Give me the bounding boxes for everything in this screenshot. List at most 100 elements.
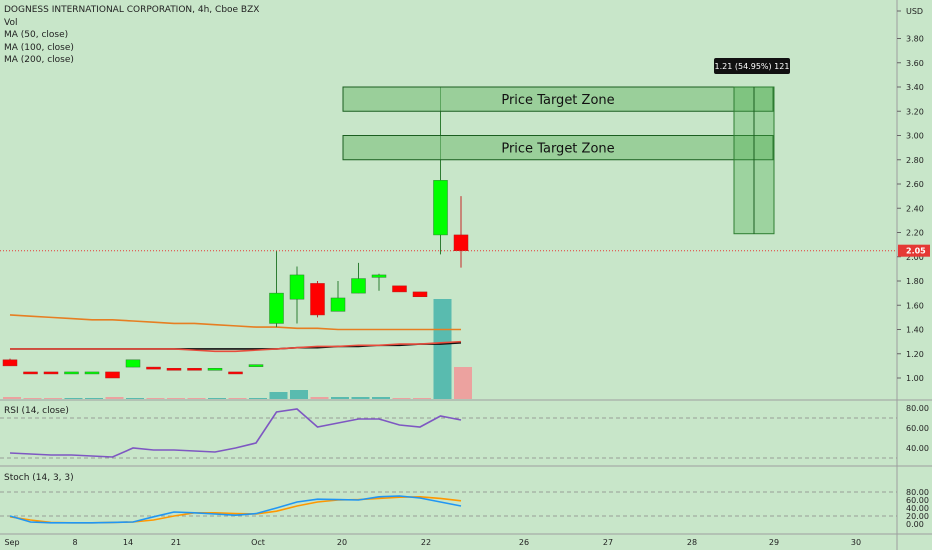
measure-label: 1.21 (54.95%) 121 [715,62,790,71]
time-axis-label: Oct [251,538,265,547]
chart-legend: DOGNESS INTERNATIONAL CORPORATION, 4h, C… [4,4,259,67]
price-target-zone [342,86,774,112]
candle-body [146,366,161,370]
price-tick-label: 2.00 [906,253,924,262]
price-tick-label: 3.60 [906,59,924,68]
candle-body [392,285,407,293]
price-tick-label: 2.40 [906,204,924,213]
price-target-zone-label: Price Target Zone [501,142,614,157]
measure-badge [714,58,790,74]
price-tick-label: 2.80 [906,156,924,165]
candle-body [248,364,264,367]
candle-body [2,359,18,367]
rsi-tick-label: 60.00 [906,424,929,433]
stoch-label[interactable]: Stoch (14, 3, 3) [4,473,74,483]
candle-body [187,368,202,371]
candle-body [166,368,182,371]
stoch-tick-label: 20.00 [906,512,929,521]
candle-body [433,180,448,236]
stoch-k-line [9,495,462,524]
volume-bar [187,398,206,399]
volume-bar [372,397,390,399]
volume-bar [269,392,288,399]
candle-body [23,371,38,375]
volume-bar [85,398,103,399]
candle-body [207,368,223,371]
candle-body [351,278,366,294]
volume-bar [392,398,411,399]
candle-body [105,371,120,379]
price-tick-label: 1.00 [906,374,924,383]
candle-body [330,297,346,312]
rsi-label[interactable]: RSI (14, close) [4,406,69,416]
time-axis-label: 8 [72,538,77,547]
time-axis-label: 28 [687,538,697,547]
time-axis-label: 30 [851,538,861,547]
price-tick-label: 1.60 [906,301,924,310]
candle-body [310,283,325,316]
time-axis-label: 20 [337,538,347,547]
price-tick-label: 3.40 [906,83,924,92]
symbol-title: DOGNESS INTERNATIONAL CORPORATION, 4h, C… [4,5,260,15]
volume-bar [413,398,431,399]
price-tick-label: 3.80 [906,35,924,44]
time-axis-label: 21 [171,538,181,547]
candle-body [84,371,100,375]
stoch-d-line [9,495,462,524]
volume-bar [310,397,329,399]
price-tick-label: 2.60 [906,180,924,189]
rsi-tick-label: 40.00 [906,444,929,453]
stoch-tick-label: 40.00 [906,504,929,513]
time-axis-label: 14 [123,538,133,547]
price-tick-label: 1.20 [906,350,924,359]
volume-bar [126,398,144,399]
volume-bar [208,398,226,399]
legend-ma50[interactable]: MA (50, close) [4,30,69,40]
time-axis-label: 22 [421,538,431,547]
candle-body [289,274,305,300]
stoch-tick-label: 60.00 [906,496,929,505]
rsi-line [9,408,462,458]
volume-bar [23,398,42,399]
time-axis-label: Sep [4,538,19,547]
volume-bar [228,398,247,399]
volume-bar [44,398,62,399]
ma50-line [10,340,462,353]
stoch-tick-label: 0.00 [906,520,924,529]
ma100-line [9,314,461,331]
volume-bar [3,397,21,399]
candle-body [269,292,284,324]
price-tick-label: 2.20 [906,229,924,238]
volume-bar [351,397,370,399]
legend-vol[interactable]: Vol [4,17,18,28]
time-axis-label: 29 [769,538,779,547]
volume-bar [146,398,165,399]
stoch-tick-label: 80.00 [906,488,929,497]
legend-ma200[interactable]: MA (200, close) [4,55,74,65]
volume-bar [454,367,472,399]
volume-bar [167,398,185,399]
time-axis-label: 26 [519,538,529,547]
candle-body [43,371,59,375]
candle-body [125,359,141,368]
volume-bar [331,397,349,399]
volume-bar [64,398,83,399]
legend-ma100[interactable]: MA (100, close) [4,42,74,53]
candle-body [453,234,469,251]
price-target-zone-label: Price Target Zone [501,93,614,108]
price-tick-label: 3.20 [906,107,924,116]
price-tick-label: 1.40 [906,326,924,335]
last-price-label: 2.05 [906,247,926,256]
price-tick-label: 3.00 [906,132,924,141]
candle-body [64,371,79,375]
candle-body [228,371,243,375]
volume-bar [249,398,267,399]
rsi-tick-label: 80.00 [906,404,929,413]
candle-body [371,274,387,278]
volume-bar [290,390,308,399]
price-target-zone [342,135,774,161]
price-tick-label: USD [906,7,923,16]
last-price-badge [898,244,930,257]
